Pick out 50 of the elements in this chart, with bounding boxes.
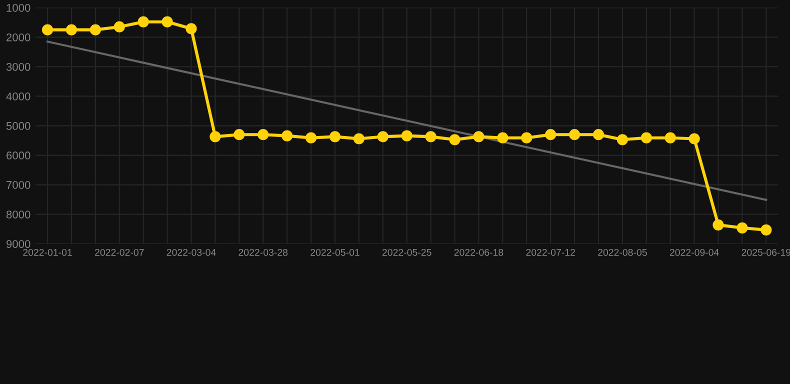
point	[688, 133, 700, 144]
point	[114, 21, 125, 32]
point	[234, 129, 245, 140]
x-tick-label: 2022-05-01	[310, 248, 360, 256]
point	[616, 134, 628, 146]
point	[712, 219, 724, 231]
y-tick-label: 2000	[6, 33, 30, 42]
y-tick-label: 3000	[6, 62, 30, 71]
y-tick-label: 4000	[6, 92, 30, 100]
y-tick-label: 5000	[6, 122, 30, 130]
point	[210, 131, 221, 142]
point	[521, 132, 532, 144]
y-tick-label: 6000	[6, 152, 30, 160]
point	[449, 134, 460, 146]
point	[282, 130, 293, 142]
point	[401, 130, 412, 142]
x-tick-label: 2022-07-12	[526, 248, 575, 256]
y-tick-label: 7000	[6, 181, 30, 189]
y-tick-label: 9000	[6, 240, 30, 248]
x-tick-label: 2022-01-01	[23, 248, 72, 256]
point	[305, 132, 317, 144]
x-tick-label: 2022-02-07	[95, 248, 144, 256]
point	[736, 222, 748, 234]
x-tick-label: 2022-08-05	[598, 248, 647, 256]
point	[497, 132, 508, 144]
point	[138, 16, 149, 28]
x-tick-label: 2022-06-18	[454, 248, 504, 256]
point	[66, 24, 78, 36]
x-tick-label: 2022-09-04	[670, 248, 719, 256]
x-tick-label: 2022-03-28	[238, 248, 288, 256]
point	[592, 129, 604, 140]
y-tick-label: 1000	[6, 4, 30, 12]
point	[42, 24, 54, 36]
y-tick-label: 8000	[6, 210, 30, 218]
x-tick-label: 2022-05-25	[382, 248, 432, 256]
point	[162, 16, 173, 28]
point	[353, 133, 364, 144]
point	[568, 129, 580, 140]
x-tick-label: 2022-03-04	[166, 248, 216, 256]
point	[664, 132, 676, 144]
point	[545, 129, 556, 140]
point	[640, 132, 652, 144]
point	[329, 131, 341, 142]
point	[473, 131, 484, 142]
point	[377, 131, 388, 142]
point	[186, 23, 197, 34]
point	[425, 131, 436, 142]
point	[90, 24, 101, 36]
point	[760, 224, 772, 236]
point	[258, 129, 269, 140]
